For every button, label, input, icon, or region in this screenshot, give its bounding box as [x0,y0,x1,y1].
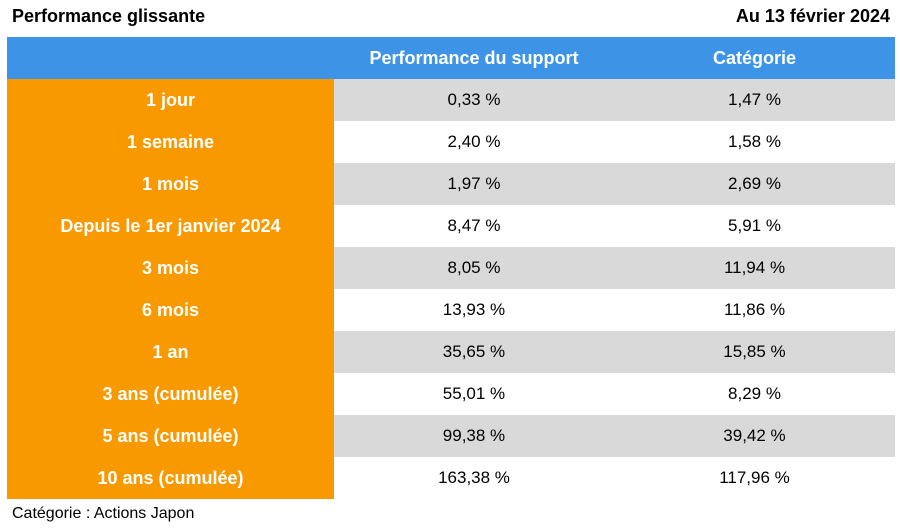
support-value-cell: 99,38 % [334,415,614,457]
table-row: 1 jour 0,33 % 1,47 % [7,79,895,121]
table-header-row: Performance du support Catégorie [7,37,895,79]
category-value-cell: 11,94 % [614,247,895,289]
support-value-cell: 35,65 % [334,331,614,373]
table-title: Performance glissante [12,6,206,26]
table-row: 6 mois 13,93 % 11,86 % [7,289,895,331]
category-value-cell: 39,42 % [614,415,895,457]
period-cell: 6 mois [7,289,334,331]
category-footnote: Catégorie : Actions Japon [12,505,195,522]
period-cell: 3 ans (cumulée) [7,373,334,415]
support-value-cell: 13,93 % [334,289,614,331]
category-value-cell: 1,47 % [614,79,895,121]
period-cell: 10 ans (cumulée) [7,457,334,499]
performance-table: Performance du support Catégorie 1 jour … [7,37,895,499]
category-value-cell: 1,58 % [614,121,895,163]
support-value-cell: 8,47 % [334,205,614,247]
column-header-category: Catégorie [712,47,797,68]
period-cell: 1 semaine [7,121,334,163]
header-corner [7,37,334,79]
period-cell: 1 an [7,331,334,373]
column-header-support: Performance du support [369,47,579,68]
support-value-cell: 55,01 % [334,373,614,415]
table-row: 1 an 35,65 % 15,85 % [7,331,895,373]
period-cell: 1 jour [7,79,334,121]
period-cell: 3 mois [7,247,334,289]
support-value-cell: 8,05 % [334,247,614,289]
category-value-cell: 15,85 % [614,331,895,373]
category-value-cell: 5,91 % [614,205,895,247]
period-cell: 5 ans (cumulée) [7,415,334,457]
table-row: 1 semaine 2,40 % 1,58 % [7,121,895,163]
table-body: 1 jour 0,33 % 1,47 % 1 semaine 2,40 % 1,… [7,79,895,499]
category-value-cell: 117,96 % [614,457,895,499]
support-value-cell: 0,33 % [334,79,614,121]
category-value-cell: 11,86 % [614,289,895,331]
period-cell: 1 mois [7,163,334,205]
support-value-cell: 1,97 % [334,163,614,205]
table-row: 1 mois 1,97 % 2,69 % [7,163,895,205]
table-row: Depuis le 1er janvier 2024 8,47 % 5,91 % [7,205,895,247]
table-row: 3 mois 8,05 % 11,94 % [7,247,895,289]
support-value-cell: 2,40 % [334,121,614,163]
table-row: 3 ans (cumulée) 55,01 % 8,29 % [7,373,895,415]
category-value-cell: 8,29 % [614,373,895,415]
table-row: 10 ans (cumulée) 163,38 % 117,96 % [7,457,895,499]
as-of-date: Au 13 février 2024 [735,6,890,26]
table-row: 5 ans (cumulée) 99,38 % 39,42 % [7,415,895,457]
support-value-cell: 163,38 % [334,457,614,499]
category-value-cell: 2,69 % [614,163,895,205]
period-cell: Depuis le 1er janvier 2024 [7,205,334,247]
